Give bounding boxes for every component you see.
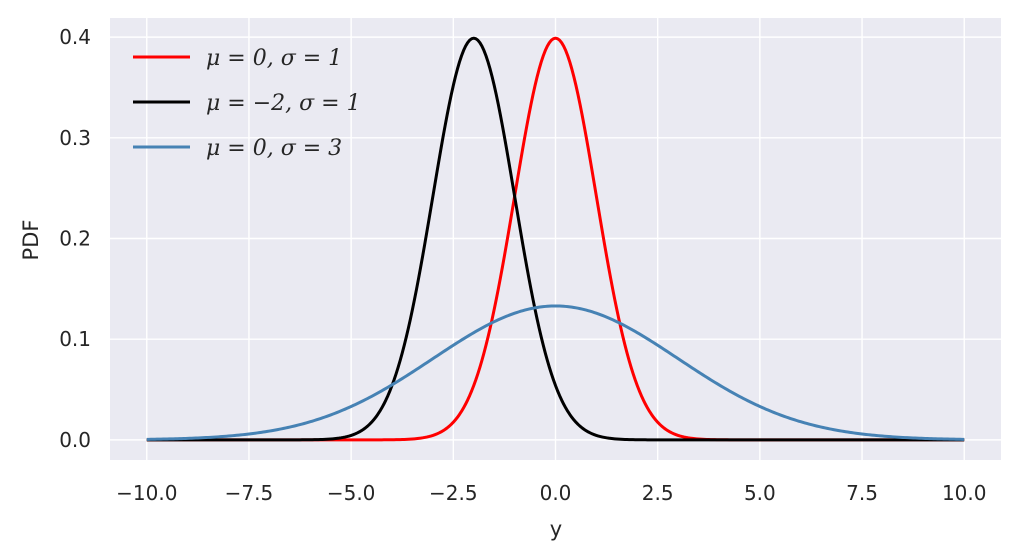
x-tick-label: −10.0 bbox=[116, 481, 177, 505]
series-lines bbox=[146, 36, 965, 442]
x-tick-label: 10.0 bbox=[942, 481, 987, 505]
legend-label: μ = 0, σ = 1 bbox=[206, 46, 342, 71]
y-tick-label: 0.2 bbox=[59, 226, 91, 250]
x-tick-label: 0.0 bbox=[540, 481, 572, 505]
x-tick-labels: −10.0 −7.5 −5.0 −2.5 0.0 2.5 5.0 7.5 10.0 bbox=[116, 481, 986, 505]
series-line bbox=[146, 36, 965, 442]
y-axis-label: PDF bbox=[19, 220, 43, 261]
x-tick-label: 5.0 bbox=[744, 481, 776, 505]
x-tick-label: −7.5 bbox=[225, 481, 274, 505]
x-tick-label: 7.5 bbox=[846, 481, 878, 505]
legend-label: μ = −2, σ = 1 bbox=[206, 91, 361, 116]
x-tick-label: −5.0 bbox=[327, 481, 376, 505]
x-tick-label: 2.5 bbox=[642, 481, 674, 505]
y-tick-label: 0.4 bbox=[59, 25, 91, 49]
legend: μ = 0, σ = 1 μ = −2, σ = 1 μ = 0, σ = 3 bbox=[133, 46, 361, 161]
y-tick-label: 0.1 bbox=[59, 327, 91, 351]
series-line bbox=[146, 304, 965, 441]
x-tick-label: −2.5 bbox=[429, 481, 478, 505]
y-tick-labels: 0.0 0.1 0.2 0.3 0.4 bbox=[59, 25, 91, 452]
y-tick-label: 0.3 bbox=[59, 126, 91, 150]
x-axis-label: y bbox=[550, 517, 562, 541]
legend-label: μ = 0, σ = 3 bbox=[206, 136, 342, 161]
y-tick-label: 0.0 bbox=[59, 428, 91, 452]
